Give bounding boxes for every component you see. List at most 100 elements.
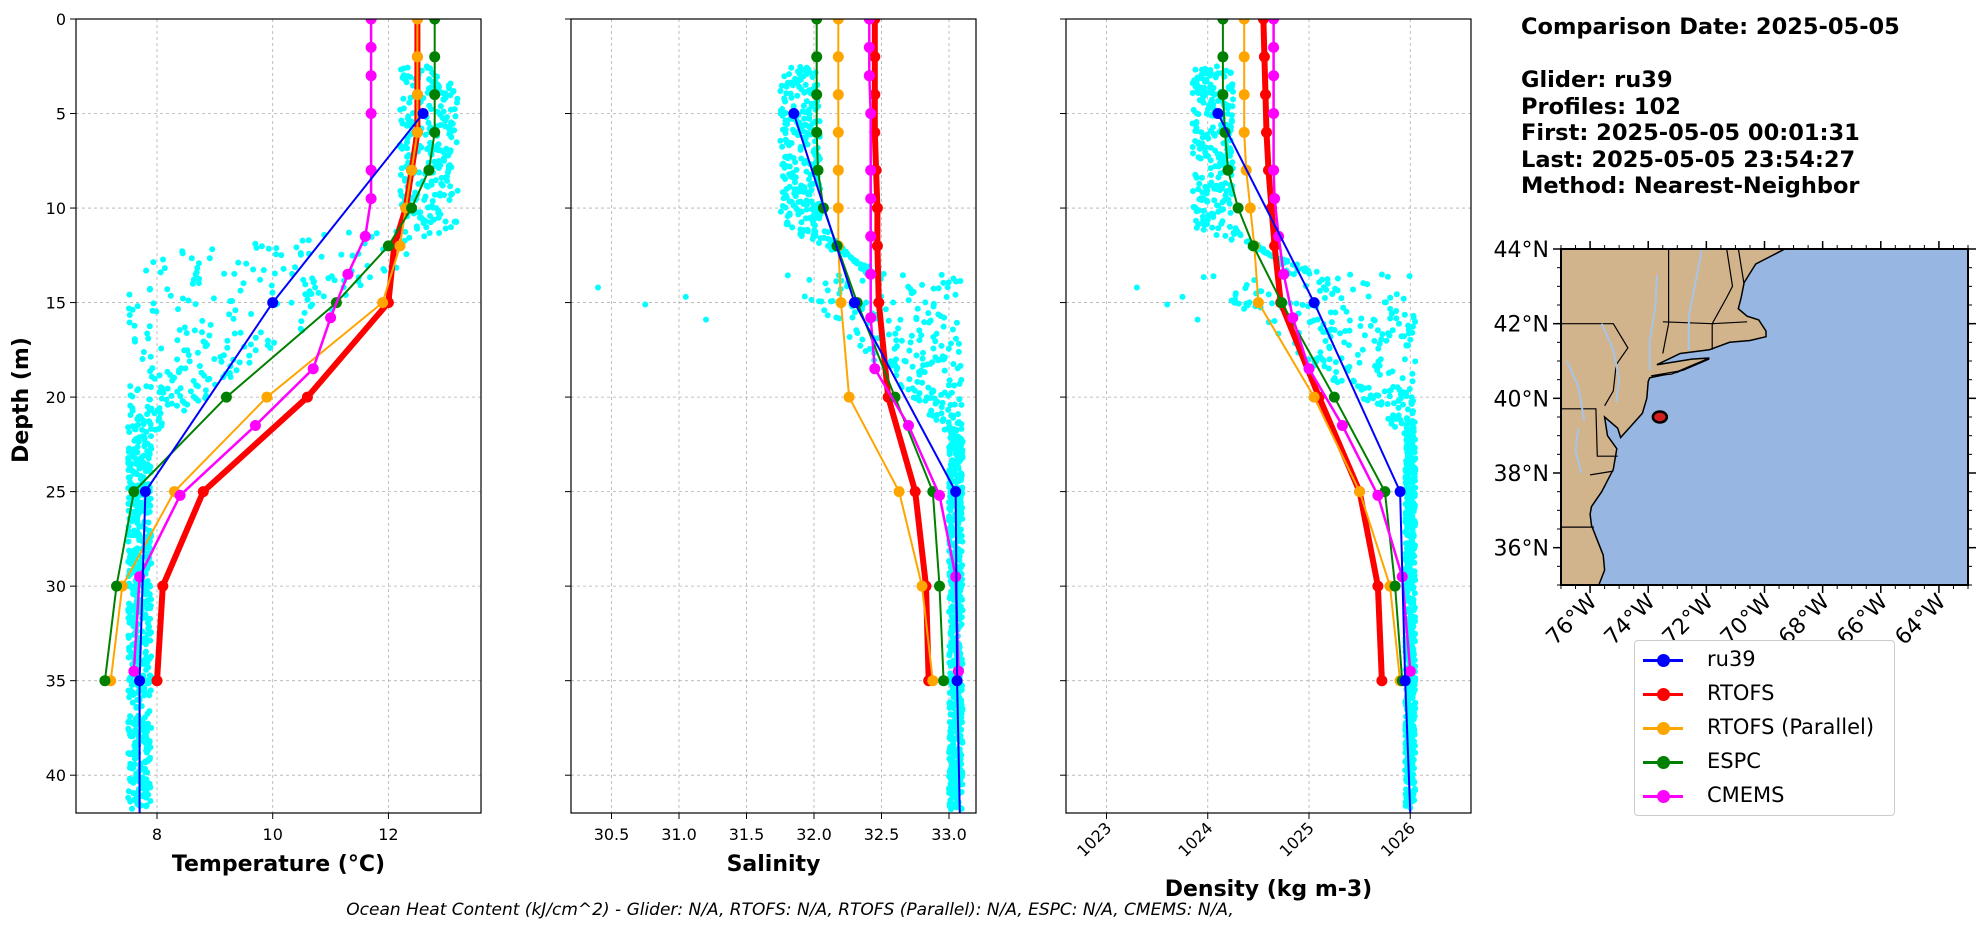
scatter-point <box>789 169 796 176</box>
series-point <box>406 202 418 214</box>
scatter-point <box>1402 468 1409 475</box>
scatter-point <box>781 95 788 102</box>
scatter-point <box>1373 392 1380 399</box>
scatter-point <box>144 330 151 337</box>
series-point <box>873 297 885 309</box>
scatter-point <box>398 192 405 199</box>
scatter-point <box>448 224 454 231</box>
scatter-point <box>1199 140 1206 147</box>
scatter-point <box>126 775 133 782</box>
scatter-point <box>954 365 961 372</box>
scatter-point <box>786 163 793 170</box>
scatter-point <box>157 269 164 276</box>
scatter-point <box>404 145 411 152</box>
scatter-point <box>781 73 788 80</box>
scatter-point <box>1290 271 1297 278</box>
scatter-point <box>948 495 955 502</box>
scatter-point <box>955 411 961 418</box>
scatter-point <box>938 410 945 417</box>
scatter-point <box>947 402 954 408</box>
series-line <box>1260 19 1385 681</box>
series-point <box>865 164 877 176</box>
scatter-point <box>131 336 138 343</box>
series-point <box>869 89 881 101</box>
scatter-point <box>786 183 793 190</box>
scatter-point <box>1193 119 1200 125</box>
state-border <box>1590 470 1614 476</box>
scatter-point <box>426 230 433 236</box>
scatter-point <box>127 713 134 720</box>
series-point <box>843 391 855 403</box>
x-tick-label: 10 <box>263 825 283 844</box>
series-point <box>174 489 186 501</box>
scatter-point <box>412 189 419 196</box>
scatter-point <box>959 538 966 545</box>
scatter-point <box>143 666 150 673</box>
scatter-point <box>431 216 437 223</box>
scatter-point <box>269 289 276 296</box>
scatter-point <box>1222 232 1229 239</box>
plot-area <box>1133 19 1419 813</box>
scatter-point <box>126 312 133 318</box>
scatter-point <box>1340 304 1347 311</box>
last-time: Last: 2025-05-05 23:54:27 <box>1521 146 1856 173</box>
series-point <box>1222 164 1234 176</box>
series-line <box>1272 19 1412 672</box>
scatter-point <box>293 244 300 251</box>
scatter-point <box>415 180 422 187</box>
series-point <box>1399 675 1411 687</box>
scatter-point <box>306 288 313 295</box>
scatter-point <box>948 459 955 465</box>
series-point <box>869 126 881 138</box>
scatter-point <box>949 723 956 730</box>
scatter-point <box>447 131 454 138</box>
scatter-point <box>299 237 306 244</box>
series-point <box>429 19 441 25</box>
scatter-point <box>948 472 955 479</box>
scatter-point <box>305 237 312 244</box>
scatter-point <box>1215 225 1222 232</box>
scatter-point <box>127 474 133 481</box>
series-point <box>1252 297 1264 309</box>
scatter-point <box>1411 686 1418 693</box>
series-point <box>365 164 377 176</box>
scatter-point <box>211 356 218 362</box>
scatter-point <box>947 744 954 751</box>
scatter-point <box>836 315 843 322</box>
scatter-point <box>1410 748 1417 755</box>
scatter-point <box>160 256 166 263</box>
scatter-point <box>1395 397 1402 404</box>
state-border <box>1662 321 1748 325</box>
scatter-point <box>446 123 453 130</box>
scatter-point <box>331 277 338 284</box>
series-point <box>411 51 423 63</box>
legend-marker <box>1657 756 1670 769</box>
scatter-point <box>1321 363 1328 370</box>
scatter-point <box>798 182 805 189</box>
scatter-point <box>235 259 242 266</box>
scatter-point <box>168 392 175 399</box>
scatter-point <box>849 314 856 321</box>
scatter-point <box>191 327 198 334</box>
scatter-point <box>143 749 150 756</box>
scatter-point <box>928 389 935 396</box>
series-point <box>267 297 279 309</box>
series-point <box>952 665 964 677</box>
series-point <box>916 580 928 592</box>
scatter-point <box>842 248 849 255</box>
scatter-point <box>779 106 786 112</box>
scatter-point <box>821 228 828 235</box>
series-point <box>865 108 877 119</box>
scatter-point <box>161 265 168 272</box>
series-point <box>1238 126 1250 138</box>
scatter-point <box>939 399 946 406</box>
scatter-point <box>373 230 380 237</box>
scatter-point <box>1228 148 1235 155</box>
scatter-point <box>859 277 866 284</box>
scatter-point <box>174 337 181 344</box>
series-point <box>871 202 883 214</box>
scatter-point <box>1411 504 1418 511</box>
scatter-point <box>195 260 202 267</box>
scatter-point <box>1212 147 1219 154</box>
scatter-point <box>177 393 184 400</box>
